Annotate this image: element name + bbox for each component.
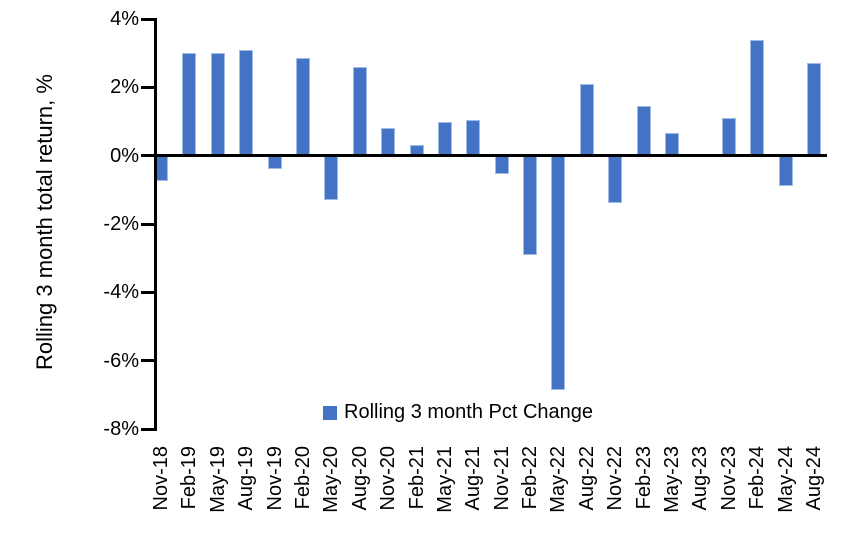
x-tick-label: Aug-19: [235, 446, 258, 511]
bar: [778, 155, 793, 187]
y-axis-tick: [141, 427, 155, 431]
bar: [267, 155, 282, 170]
y-axis-tick: [141, 222, 155, 226]
x-tick-label: Nov-18: [150, 446, 172, 511]
x-tick-label: May-24: [774, 446, 797, 513]
bar: [239, 49, 254, 156]
bar: [721, 118, 736, 156]
x-tick-label: Aug-22: [575, 446, 598, 511]
y-axis-tick: [141, 290, 155, 294]
x-tick-label: May-21: [433, 446, 456, 513]
y-axis-tick: [141, 17, 155, 21]
y-tick-label: 4%: [110, 8, 139, 30]
x-tick-label: Nov-20: [377, 446, 400, 511]
y-tick-label: 2%: [110, 76, 139, 99]
bar: [807, 63, 821, 156]
bar: [551, 155, 566, 390]
x-tick-label: Feb-24: [746, 446, 769, 510]
legend-label: Rolling 3 month Pct Change: [344, 401, 594, 423]
x-tick-label: Aug-24: [803, 446, 825, 511]
y-tick-label: -4%: [103, 281, 139, 304]
bar: [466, 119, 481, 156]
bar: [608, 155, 623, 204]
bar: [352, 66, 367, 156]
bar: [750, 39, 765, 156]
x-tick-label: Aug-20: [348, 446, 371, 511]
x-tick-label: Nov-22: [604, 446, 627, 511]
bar: [665, 133, 680, 156]
x-tick-label: May-19: [206, 446, 229, 513]
bar: [437, 121, 452, 156]
bar: [494, 155, 509, 175]
bar: [381, 128, 396, 156]
zero-line: [141, 154, 827, 158]
y-axis-line: [154, 17, 157, 431]
x-tick-label: Feb-19: [178, 446, 201, 510]
x-tick-label: Aug-21: [462, 446, 485, 511]
y-axis-tick: [141, 359, 155, 363]
bar: [636, 106, 651, 156]
x-tick-label: May-22: [547, 446, 570, 513]
x-tick-label: Nov-19: [263, 446, 286, 511]
y-tick-label: -2%: [103, 213, 139, 235]
bar: [295, 58, 310, 156]
bar: [523, 155, 538, 255]
bar: [324, 155, 339, 201]
x-tick-label: Feb-22: [519, 446, 542, 510]
bar: [579, 83, 594, 156]
bar: [182, 53, 197, 156]
y-axis-tick: [141, 85, 155, 89]
x-tick-label: Feb-21: [405, 446, 428, 510]
x-tick-label: Aug-23: [689, 446, 712, 511]
y-tick-label: -8%: [103, 418, 139, 440]
x-tick-label: May-20: [320, 446, 343, 513]
legend: Rolling 3 month Pct Change: [323, 401, 593, 424]
legend-swatch-icon: [323, 405, 337, 420]
x-tick-label: Feb-23: [632, 446, 655, 510]
x-tick-label: Feb-20: [291, 446, 314, 510]
y-tick-label: 0%: [110, 144, 139, 167]
y-tick-label: -6%: [103, 349, 139, 372]
bar: [210, 53, 225, 156]
x-tick-label: May-23: [661, 446, 684, 513]
x-tick-label: Nov-21: [490, 446, 513, 511]
x-tick-label: Nov-23: [717, 446, 740, 511]
